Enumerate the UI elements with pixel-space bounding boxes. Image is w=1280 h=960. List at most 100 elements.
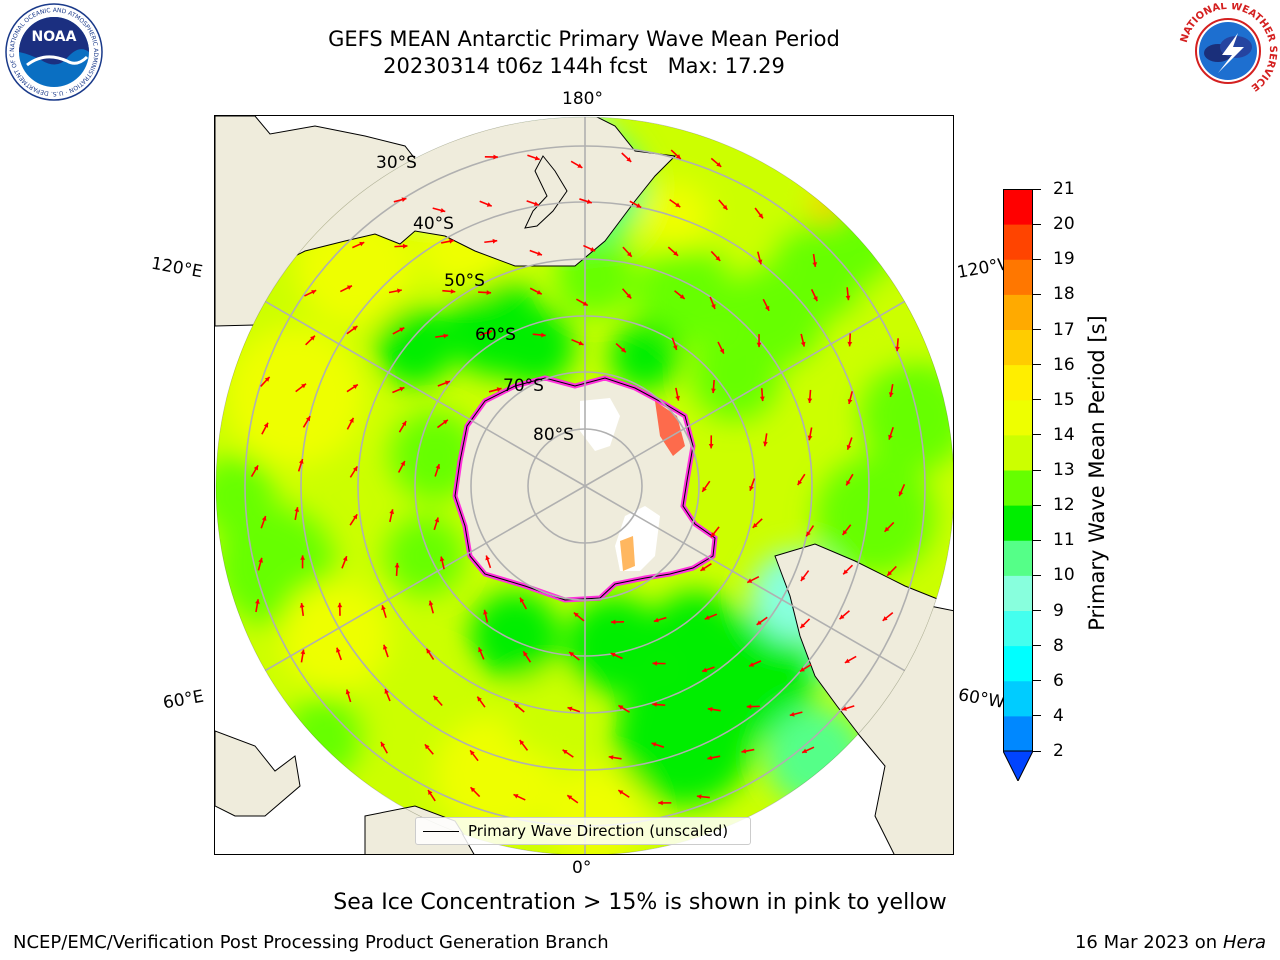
map-title: GEFS MEAN Antarctic Primary Wave Mean Pe… (328, 27, 840, 51)
colorbar-tick-mark (1033, 293, 1041, 295)
wave-arrow (842, 564, 854, 575)
wave-arrow (762, 298, 770, 312)
wave-arrow (845, 473, 854, 486)
colorbar-tick-label: 16 (1053, 354, 1075, 375)
wave-arrow (746, 575, 760, 584)
colorbar-tick-label: 19 (1053, 249, 1075, 270)
wave-arrow (583, 244, 596, 252)
wave-arrow (886, 565, 897, 577)
wave-arrow (759, 388, 765, 402)
wave-arrow (299, 602, 305, 616)
wave-arrow (479, 200, 493, 207)
colorbar-tick-mark (1033, 434, 1041, 436)
wave-arrow (346, 417, 355, 430)
colorbar-tick-mark (1033, 364, 1041, 366)
wave-arrow (437, 380, 451, 387)
colorbar-tick-label: 4 (1053, 705, 1064, 726)
colorbar-tick-mark (1033, 645, 1041, 647)
wave-arrow (469, 749, 479, 762)
wave-arrow (382, 644, 389, 658)
wave-arrow (261, 422, 269, 435)
wave-arrow (812, 253, 818, 267)
wave-arrow (752, 518, 763, 529)
wave-arrow (381, 605, 387, 618)
wave-arrow (707, 755, 721, 761)
wave-arrow (615, 342, 627, 353)
colorbar-bin (1003, 575, 1033, 611)
colorbar-tick-mark (1033, 715, 1041, 717)
wave-arrow (898, 483, 906, 497)
colorbar-tick-mark (1033, 188, 1041, 190)
colorbar-tick-label: 17 (1053, 319, 1075, 340)
colorbar-bin (1003, 610, 1033, 647)
wave-arrow (658, 800, 672, 806)
colorbar-tick-label: 10 (1053, 565, 1075, 586)
wave-arrow (799, 664, 812, 673)
colorbar-bin (1003, 329, 1033, 366)
wave-arrow (674, 290, 686, 300)
wave-arrow (302, 415, 311, 428)
wave-arrow (701, 480, 711, 493)
wave-arrow (707, 706, 721, 712)
wave-arrow (337, 602, 343, 616)
wave-arrow (478, 290, 492, 295)
wave-arrow (398, 420, 407, 433)
wave-arrow (345, 689, 352, 703)
colorbar-tick-label: 20 (1053, 214, 1075, 235)
wave-arrow (389, 509, 395, 523)
wave-arrow (485, 555, 492, 569)
colorbar-bin (1003, 470, 1033, 506)
nws-logo: NATIONAL WEATHER SERVICE (1178, 1, 1278, 99)
wave-arrow (701, 666, 715, 673)
wave-arrow (883, 521, 895, 533)
wave-arrow (484, 154, 498, 160)
wave-arrow (566, 794, 579, 804)
wave-period-field (216, 117, 953, 854)
wave-arrow (440, 238, 455, 244)
colorbar-bin (1003, 715, 1033, 752)
wave-arrow (704, 613, 718, 620)
wave-arrow (711, 379, 716, 394)
wave-arrow (260, 515, 267, 529)
wave-arrow (757, 251, 763, 265)
wave-arrow (305, 335, 316, 346)
sea-ice-note: Sea Ice Concentration > 15% is shown in … (333, 890, 947, 915)
wave-arrow (749, 478, 756, 492)
wave-arrow (427, 789, 436, 802)
wave-arrow (257, 557, 263, 571)
wave-arrow (629, 200, 642, 209)
wave-arrow (349, 465, 358, 478)
lon-label-0: 0° (572, 858, 592, 878)
wave-arrow (839, 610, 850, 620)
wave-arrow (888, 427, 894, 440)
wave-arrow (708, 435, 714, 449)
wave-arrow (709, 296, 716, 310)
colorbar-tick-mark (1033, 329, 1041, 330)
wave-arrow (434, 463, 441, 477)
wave-arrow (339, 285, 353, 293)
wave-arrow (529, 287, 543, 295)
colorbar-tick-label: 8 (1053, 635, 1064, 656)
wave-arrow (433, 517, 440, 531)
wave-arrow (469, 786, 481, 798)
colorbar-tick-mark (1033, 574, 1041, 576)
wave-arrow (888, 384, 894, 398)
colorbar-bin (1003, 680, 1033, 717)
legend-line-swatch (423, 831, 459, 832)
colorbar-bin (1003, 259, 1033, 295)
wave-arrow (397, 460, 406, 473)
wave-arrow (667, 246, 679, 257)
colorbar-bin (1003, 540, 1033, 576)
wave-arrow (432, 695, 443, 707)
wave-arrow (425, 648, 435, 661)
wave-arrow (797, 473, 806, 486)
wave-arrow (696, 794, 710, 799)
wave-arrow (579, 198, 593, 204)
wave-arrow (476, 696, 486, 708)
wave-arrow (847, 391, 853, 405)
wave-arrow (754, 207, 764, 219)
wave-arrow (800, 333, 806, 347)
wave-arrow (432, 207, 446, 213)
wave-arrow (895, 338, 900, 352)
wave-arrow (346, 325, 358, 335)
